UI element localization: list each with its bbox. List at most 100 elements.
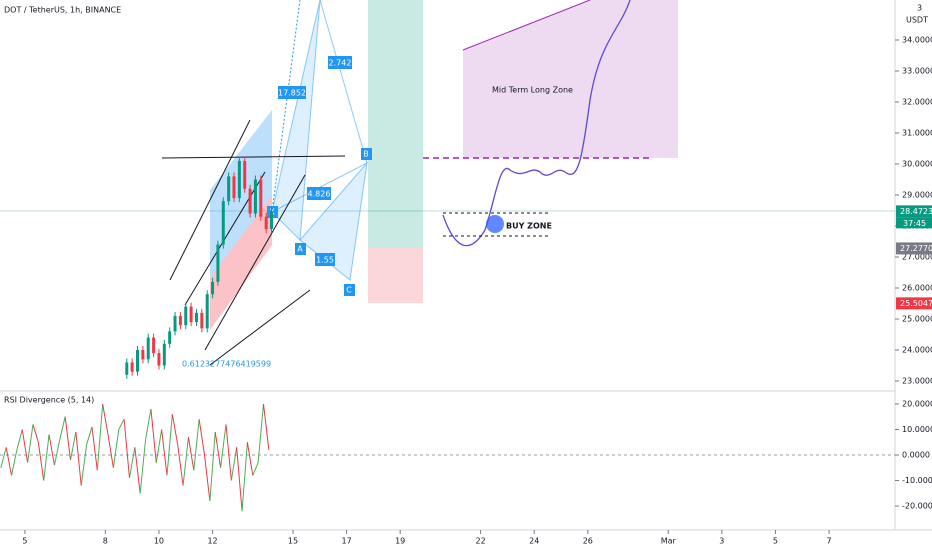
candle — [152, 337, 156, 354]
rsi-segment — [177, 444, 184, 486]
label-box — [328, 56, 352, 69]
rsi-segment — [16, 429, 23, 451]
channel-upper — [210, 110, 272, 278]
rsi-segment — [59, 416, 66, 440]
candle — [130, 362, 134, 372]
x-tick-label: Mar — [661, 537, 677, 546]
rsi-segment — [107, 434, 114, 468]
ratio-label: 2.742 — [329, 59, 352, 68]
rsi-segment — [166, 414, 173, 476]
rsi-segment — [21, 429, 29, 463]
rsi-segment — [123, 419, 130, 479]
rsi-segment — [53, 439, 61, 466]
rsi-segment — [236, 447, 243, 512]
long-target-zone — [368, 0, 423, 248]
projection-path — [442, 0, 631, 247]
rsi-segment — [27, 424, 34, 463]
rsi-segment — [118, 419, 125, 430]
y-tick-label: 10.0000 — [902, 425, 932, 434]
ratio-label: 4.826 — [308, 190, 331, 199]
y-tick-label: -10.0000 — [902, 476, 932, 485]
trendline — [161, 155, 346, 159]
label-box — [278, 86, 306, 99]
candle — [243, 160, 247, 189]
rsi-segment — [145, 409, 152, 440]
candle — [270, 211, 274, 230]
rsi-segment — [257, 403, 264, 463]
rsi-segment — [204, 454, 211, 501]
x-tick-label: 5 — [22, 537, 27, 546]
y-tick-label: 31.0000 — [902, 128, 932, 137]
rsi-segment — [182, 437, 189, 486]
point-box — [361, 148, 372, 160]
candle — [232, 176, 236, 199]
long-stop-zone — [368, 248, 423, 303]
candle — [211, 281, 215, 295]
rsi-segment — [187, 437, 195, 471]
rsi-segment — [128, 447, 136, 479]
rsi-segment — [155, 429, 163, 463]
candle — [253, 179, 257, 214]
rsi-segment — [220, 424, 227, 468]
x-tick-label: 7 — [827, 537, 832, 546]
candle — [227, 176, 231, 202]
x-tick-label: 10 — [154, 537, 164, 546]
candle — [248, 188, 252, 214]
trendline — [169, 119, 251, 281]
price-tag-label: 27.2770 — [900, 244, 932, 253]
rsi-segment — [246, 442, 254, 476]
candle — [168, 331, 172, 344]
price-tag-label: 25.5047 — [900, 299, 932, 308]
candle — [157, 353, 161, 366]
x-tick-label: 24 — [529, 537, 539, 546]
rsi-segment — [241, 442, 248, 512]
long-zone-edge — [462, 0, 591, 51]
channel-lower — [210, 195, 272, 330]
rsi-segment — [102, 403, 109, 435]
rsi-segment — [0, 447, 7, 468]
rsi-segment — [171, 414, 179, 445]
buy-marker — [486, 215, 504, 233]
y-tick-label: 24.0000 — [902, 346, 932, 355]
rsi-segment — [91, 426, 98, 471]
rsi-segment — [262, 403, 270, 450]
candle — [125, 362, 129, 375]
x-tick-label: 15 — [288, 537, 298, 546]
long-zone-label: Mid Term Long Zone — [492, 86, 573, 95]
candle — [146, 337, 150, 360]
rsi-segment — [5, 447, 13, 476]
x-tick-label: 5 — [773, 537, 778, 546]
price-tag — [896, 297, 932, 310]
ratio-label: 17.852 — [278, 89, 306, 98]
y-tick-label: 33.0000 — [902, 66, 932, 75]
price-unit: USDT — [906, 16, 928, 25]
rsi-segment — [161, 429, 168, 476]
y-tick-label: 30.0000 — [902, 159, 932, 168]
rsi-segment — [193, 419, 200, 471]
trendline — [209, 289, 311, 366]
rsi-segment — [112, 429, 120, 468]
trendlines — [161, 119, 346, 366]
buy-zone-label: BUY ZONE — [506, 222, 552, 231]
point-label: C — [346, 286, 352, 295]
y-tick-label: 20.0000 — [902, 399, 932, 408]
candle — [216, 244, 220, 282]
rsi-segment — [37, 442, 45, 481]
rsi-segment — [43, 434, 50, 481]
y-tick-label: 32.0000 — [902, 97, 932, 106]
candle — [178, 315, 182, 326]
ratio-label: 1.55 — [316, 256, 334, 265]
harmonic-xab — [271, 0, 321, 242]
rsi-segment — [64, 416, 71, 461]
point-label: B — [363, 150, 369, 159]
rsi-segment — [198, 419, 206, 456]
rsi-segment — [80, 444, 88, 486]
price-tag — [896, 205, 932, 218]
rsi-segment — [230, 447, 238, 481]
candle — [221, 201, 225, 245]
point-box — [295, 243, 306, 255]
x-tick-label: 26 — [583, 537, 593, 546]
rsi-title: RSI Divergence (5, 14) — [4, 396, 94, 405]
candle — [189, 306, 193, 323]
